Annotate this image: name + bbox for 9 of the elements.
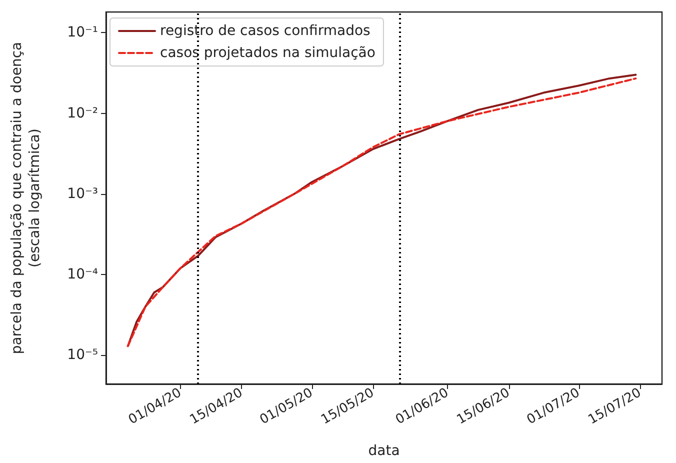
y-tick-label: 10⁻⁵ bbox=[67, 347, 98, 364]
legend-label: casos projetados na simulação bbox=[160, 45, 376, 61]
y-tick-label: 10⁻² bbox=[67, 105, 98, 122]
legend-label: registro de casos confirmados bbox=[160, 23, 370, 39]
y-axis-title: parcela da população que contraiu a doença (escala logarítmica) bbox=[9, 42, 43, 354]
x-axis-title: data bbox=[368, 443, 400, 459]
y-tick-label: 10⁻³ bbox=[67, 186, 98, 202]
y-tick-label: 10⁻⁴ bbox=[67, 266, 98, 283]
y-tick-label: 10⁻¹ bbox=[67, 24, 98, 41]
